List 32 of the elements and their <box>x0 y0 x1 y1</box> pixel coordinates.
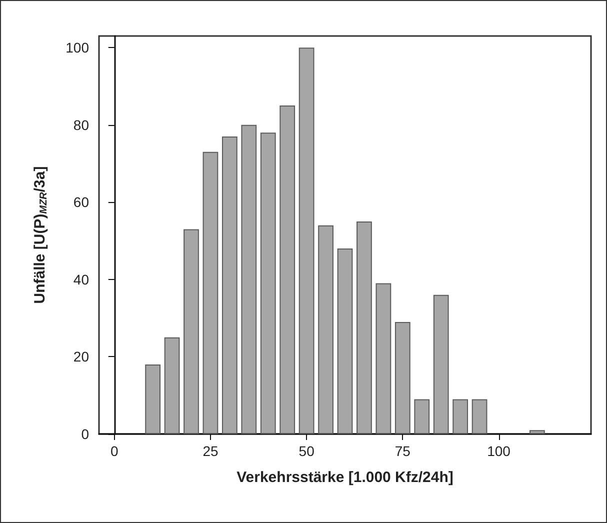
bar <box>145 364 160 434</box>
bar <box>337 248 353 434</box>
bar <box>184 229 199 434</box>
bar <box>414 399 430 434</box>
bar <box>530 430 545 434</box>
x-tick-label: 50 <box>298 443 315 459</box>
y-tick-label: 0 <box>81 426 90 442</box>
bar <box>202 152 218 434</box>
bar <box>280 106 296 434</box>
x-tick-label: 0 <box>110 443 118 459</box>
x-tick-label: 100 <box>487 443 511 459</box>
y-tick-label: 100 <box>66 40 90 56</box>
x-axis-title: Verkehrsstärke [1.000 Kfz/24h] <box>236 469 454 486</box>
bar <box>472 399 488 434</box>
y-tick-label: 60 <box>73 194 90 210</box>
bar <box>452 399 468 434</box>
bar <box>356 221 372 434</box>
bar <box>241 124 257 434</box>
y-tick-label: 20 <box>73 348 90 365</box>
bar <box>318 225 334 434</box>
bar <box>164 337 180 434</box>
bar <box>376 283 392 434</box>
x-tick-label: 25 <box>202 443 218 459</box>
bar <box>394 322 410 434</box>
bar <box>260 132 276 434</box>
bar <box>298 48 314 434</box>
y-axis-title: Unfälle [U(P)MZR/3a] <box>32 166 50 304</box>
bar <box>433 294 449 434</box>
y-tick-label: 80 <box>73 116 90 133</box>
x-tick-label: 75 <box>394 443 411 459</box>
y-tick-label: 40 <box>73 271 90 288</box>
bar <box>222 136 238 434</box>
